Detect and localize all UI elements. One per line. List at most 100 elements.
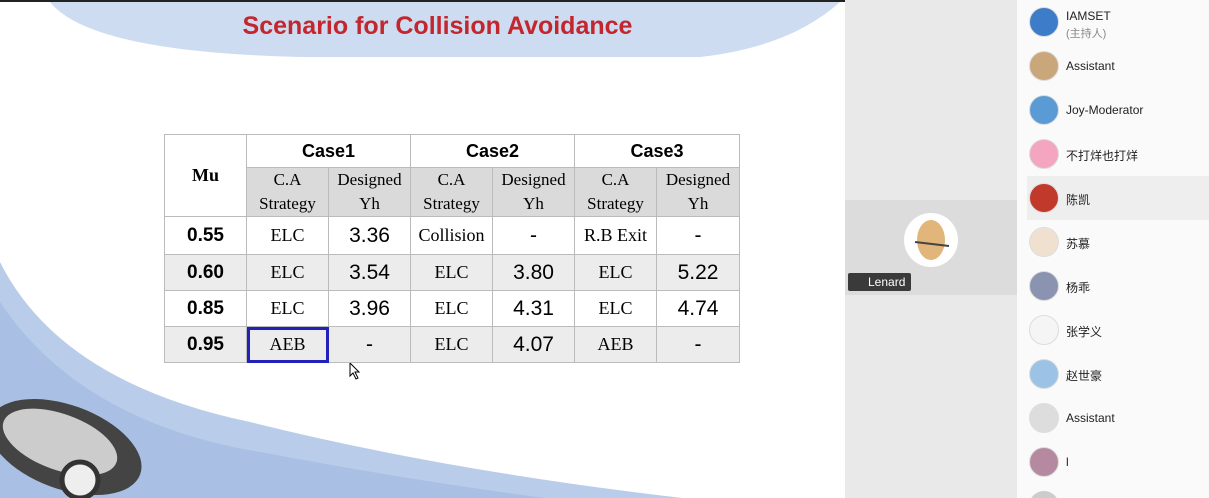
subheader-line: Yh	[359, 194, 380, 213]
table-cell: ELC	[410, 290, 493, 327]
table-cell: -	[656, 326, 740, 363]
participant-avatar	[1029, 51, 1059, 81]
subheader: Designed Yh	[656, 167, 740, 217]
subheader-line: Designed	[501, 170, 566, 189]
slide-title: Scenario for Collision Avoidance	[242, 12, 633, 40]
table-cell: ELC	[574, 290, 657, 327]
case-header: Case3	[574, 134, 740, 168]
subheader: C.A Strategy	[246, 167, 329, 217]
table-cell: Collision	[410, 216, 493, 255]
table-cell: ELC	[246, 216, 329, 255]
subheader-line: Designed	[337, 170, 402, 189]
participant-row[interactable]: Assistant	[1027, 44, 1209, 88]
participant-name: IAMSET	[1066, 9, 1111, 23]
participant-role: (主持人)	[1066, 28, 1107, 40]
table-cell: ELC	[410, 326, 493, 363]
data-row: 0.85 ELC 3.96 ELC 4.31 ELC 4.74	[164, 290, 740, 327]
participant-avatar	[1029, 139, 1059, 169]
video-panel: Lenard	[845, 0, 1017, 498]
table-cell: ELC	[410, 254, 493, 291]
participant-row[interactable]: 苏慕	[1027, 220, 1209, 264]
subheader: Designed Yh	[328, 167, 411, 217]
participant-name: Assistant	[1066, 411, 1115, 425]
table-cell: 4.07	[492, 326, 575, 363]
participant-row[interactable]: 张学义	[1027, 308, 1209, 352]
subheader-row: C.A Strategy Designed Yh C.A Strategy Designed…	[165, 167, 740, 217]
subheader-line: Yh	[687, 194, 709, 213]
participant-row[interactable]: 不打烊也打烊	[1027, 132, 1209, 176]
data-row: 0.55 ELC 3.36 Collision - R.B Exit -	[164, 216, 740, 255]
subheader-line: C.A	[601, 170, 630, 189]
subheader: C.A Strategy	[574, 167, 657, 217]
participant-name: 赵世豪	[1066, 369, 1103, 383]
participant-avatar	[1029, 183, 1059, 213]
participant-avatar	[1029, 271, 1059, 301]
case-header: Case2	[410, 134, 575, 168]
table-cell: 4.31	[492, 290, 575, 327]
table-cell: ELC	[246, 254, 329, 291]
participant-avatar	[1029, 403, 1059, 433]
table-cell: 3.96	[328, 290, 411, 327]
table-cell: -	[492, 216, 575, 255]
table-cell: AEB	[574, 326, 657, 363]
participant-list: IAMSET (主持人) Assistant Joy-Moderator 不打烊也打烊陈…	[1017, 0, 1209, 498]
subheader-line: Strategy	[259, 194, 316, 213]
participant-row[interactable]: 陈凯	[1027, 176, 1209, 220]
table-cell: 3.80	[492, 254, 575, 291]
tile-name: Lenard	[848, 273, 912, 291]
participant-row[interactable]: Joy-Moderator	[1027, 88, 1209, 132]
header-row: Mu Case1 Case2 Case3	[164, 134, 740, 217]
case-header: Case1	[246, 134, 411, 168]
participant-avatar	[1029, 95, 1059, 125]
video-tile[interactable]: Lenard	[845, 200, 1017, 295]
mu-header: Mu	[164, 134, 247, 217]
table-cell: 3.54	[328, 254, 411, 291]
slide-decoration	[0, 2, 840, 498]
participant-name: 陈凯	[1066, 193, 1091, 207]
tile-avatar	[904, 213, 958, 267]
table-cell: 0.95	[164, 326, 247, 363]
table-cell: ELC	[246, 290, 329, 327]
table-cell: 5.22	[656, 254, 740, 291]
table-cell: ELC	[574, 254, 657, 291]
participant-avatar	[1029, 491, 1059, 498]
results-table: Mu Case1 Case2 Case3 C.A Strategy Designed Yh C.…	[164, 134, 740, 363]
table-cell: -	[328, 326, 411, 363]
table-cell: 0.85	[164, 290, 247, 327]
shared-slide: Scenario for Collision Avoidance Mu Case1…	[0, 0, 845, 498]
participant-name: 苏慕	[1066, 237, 1091, 251]
data-row: 0.60 ELC 3.54 ELC 3.80 ELC 5.22	[164, 254, 740, 291]
subheader-line: Strategy	[423, 194, 480, 213]
participant-row[interactable]: IAMSET (主持人)	[1027, 0, 1209, 44]
data-row: 0.95 AEB - ELC 4.07 AEB -	[164, 326, 740, 363]
participant-avatar	[1029, 315, 1059, 345]
table-cell: R.B Exit	[574, 216, 657, 255]
participant-name: Joy-Moderator	[1066, 103, 1144, 117]
participant-avatar	[1029, 447, 1059, 477]
subheader: C.A Strategy	[410, 167, 493, 217]
participant-name: 不打烊也打烊	[1066, 149, 1139, 163]
table-cell: 0.60	[164, 254, 247, 291]
subheader-line: Yh	[523, 194, 544, 213]
table-cell: 3.36	[328, 216, 411, 255]
participant-avatar	[1029, 227, 1059, 257]
participant-row[interactable]: l	[1027, 440, 1209, 484]
participant-avatar	[1029, 7, 1059, 37]
table-cell: -	[656, 216, 740, 255]
participant-row[interactable]: Assistant	[1027, 396, 1209, 440]
table-cell: AEB	[246, 326, 329, 363]
table-cell: 0.55	[164, 216, 247, 255]
participant-avatar	[1029, 359, 1059, 389]
participant-row[interactable]: 杨乖	[1027, 264, 1209, 308]
participant-name: 张学义	[1066, 325, 1103, 339]
subheader-line: C.A	[437, 170, 466, 189]
participant-name: l	[1066, 455, 1069, 469]
subheader-line: C.A	[273, 170, 302, 189]
subheader-line: Designed	[665, 170, 731, 189]
subheader-line: Strategy	[587, 194, 644, 213]
subheader: Designed Yh	[492, 167, 575, 217]
participant-name: 杨乖	[1066, 281, 1091, 295]
participant-row[interactable]: 赵世豪	[1027, 352, 1209, 396]
participant-name: Assistant	[1066, 59, 1115, 73]
